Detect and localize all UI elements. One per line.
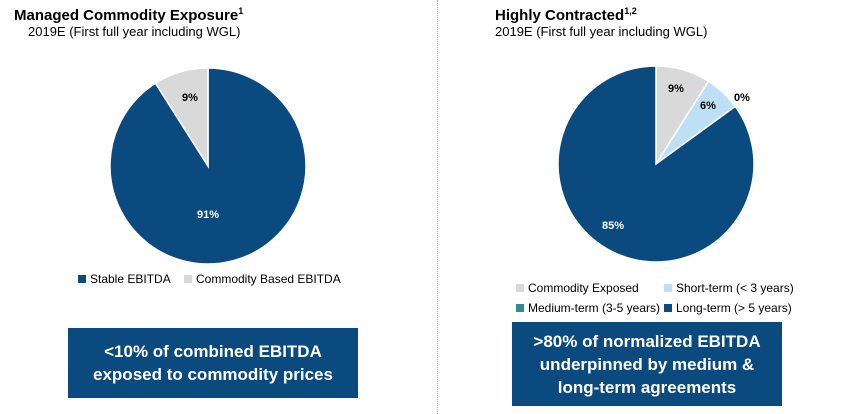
right-legend-label-medium-term-3-5-years: Medium-term (3-5 years): [528, 301, 661, 315]
right-legend-swatch-commodity-exposed: [516, 284, 524, 292]
left-subtitle: 2019E (First full year including WGL): [28, 24, 241, 39]
right-legend: Commodity Exposed Short-term (< 3 years) M…: [440, 0, 851, 414]
right-legend-swatch-long-term-5-years: [664, 304, 672, 312]
left-legend-label-commodity-based-ebitda: Commodity Based EBITDA: [196, 272, 341, 286]
right-legend-label-short-term-3-years: Short-term (< 3 years): [676, 281, 794, 295]
right-pie-label-short-term-3-years: 6%: [700, 100, 716, 112]
left-pie-slice-commodity-based-ebitda: [154, 67, 209, 169]
left-title: Managed Commodity Exposure1: [14, 6, 244, 24]
right-pie-label-commodity-exposed: 9%: [668, 83, 684, 95]
left-legend: Stable EBITDA Commodity Based EBITDA: [78, 272, 341, 286]
panel-highly-contracted: Highly Contracted1,2 2019E (First full y…: [440, 0, 851, 414]
right-pie-chart: 9% 6% 0% 85%: [557, 65, 755, 263]
right-legend-label-commodity-exposed: Commodity Exposed: [528, 281, 639, 295]
right-legend-item-short-term-3-years: Short-term (< 3 years): [664, 281, 794, 295]
left-callout: <10% of combined EBITDA exposed to commo…: [68, 328, 358, 398]
left-legend-item-commodity-based-ebitda: Commodity Based EBITDA: [184, 272, 341, 286]
right-legend-label-long-term-5-years: Long-term (> 5 years): [676, 301, 792, 315]
panel-divider: [437, 0, 438, 414]
right-callout: >80% of normalized EBITDA underpinned by…: [512, 322, 782, 406]
left-legend-swatch-stable-ebitda: [78, 275, 86, 283]
right-pie-label-long-term-5-years: 85%: [602, 220, 624, 232]
right-legend-item-medium-term-3-5-years: Medium-term (3-5 years): [516, 301, 660, 315]
right-title-footnote: 1,2: [624, 6, 637, 16]
panel-commodity-exposure: Managed Commodity Exposure1 2019E (First…: [14, 6, 358, 398]
left-legend-swatch-commodity-based-ebitda: [184, 275, 192, 283]
left-legend-label-stable-ebitda: Stable EBITDA: [90, 272, 171, 286]
right-subtitle: 2019E (First full year including WGL): [495, 24, 708, 39]
left-pie-label-stable-ebitda: 91%: [197, 209, 219, 221]
right-legend-item-long-term-5-years: Long-term (> 5 years): [664, 301, 792, 315]
right-legend-swatch-short-term-3-years: [664, 284, 672, 292]
right-title: Highly Contracted1,2: [495, 6, 637, 24]
left-legend-item-stable-ebitda: Stable EBITDA: [78, 272, 171, 286]
right-legend-item-commodity-exposed: Commodity Exposed: [516, 281, 639, 295]
right-pie-label-medium-term-3-5-years: 0%: [734, 92, 750, 104]
left-pie-chart: 91% 9%: [109, 67, 307, 265]
right-pie-slice-long-term-5-years: [557, 65, 755, 263]
left-pie-label-commodity-based-ebitda: 9%: [182, 92, 198, 104]
left-title-footnote: 1: [238, 6, 244, 16]
right-legend-swatch-medium-term-3-5-years: [516, 304, 524, 312]
